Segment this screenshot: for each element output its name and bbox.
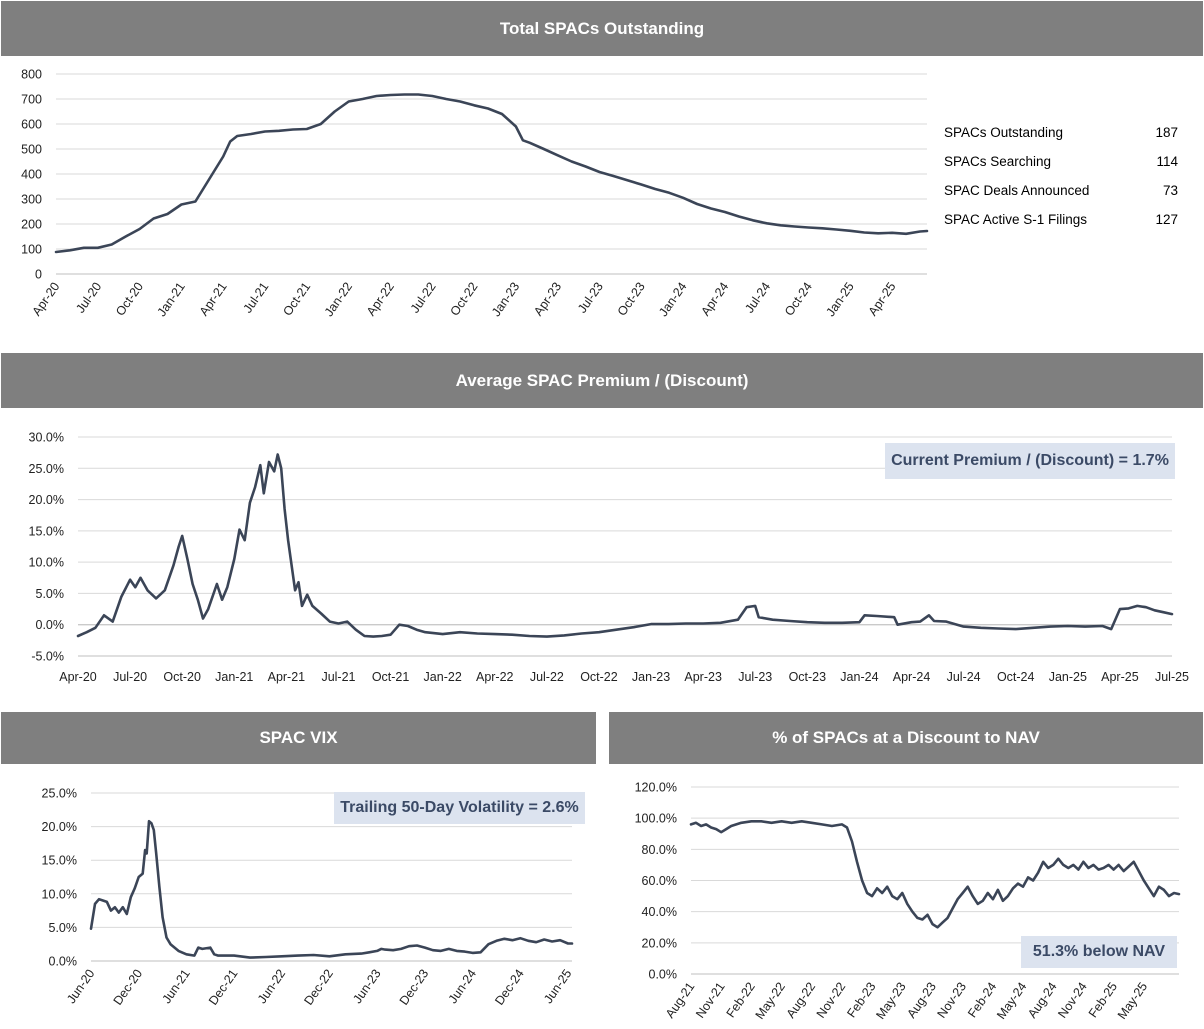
premium-header: Average SPAC Premium / (Discount) <box>1 353 1203 408</box>
x-tick-label: Jul-20 <box>113 670 147 684</box>
y-tick-label: 120.0% <box>635 781 677 795</box>
x-tick-label: Jul-24 <box>947 670 981 684</box>
x-tick-label: Apr-24 <box>893 670 931 684</box>
y-tick-label: 20.0% <box>42 820 77 834</box>
series-line <box>76 453 1174 638</box>
y-tick-label: 20.0% <box>29 493 64 507</box>
x-tick-label: Oct-24 <box>997 670 1035 684</box>
y-tick-label: 10.0% <box>42 887 77 901</box>
vix-callout: Trailing 50-Day Volatility = 2.6% <box>334 792 585 824</box>
discount-title: % of SPACs at a Discount to NAV <box>772 728 1040 747</box>
y-tick-label: 60.0% <box>642 874 677 888</box>
x-tick-label: Apr-25 <box>1101 670 1139 684</box>
x-tick-label: Oct-23 <box>789 670 827 684</box>
y-tick-label: 20.0% <box>642 936 677 950</box>
x-tick-label: Nov-24 <box>1055 980 1090 1021</box>
x-tick-label: Jul-23 <box>738 670 772 684</box>
x-tick-label: Aug-21 <box>663 980 698 1021</box>
y-tick-label: 40.0% <box>642 905 677 919</box>
x-tick-label: Apr-22 <box>476 670 514 684</box>
stat-row-filings: SPAC Active S-1 Filings 127 <box>944 205 1178 234</box>
x-tick-label: May-22 <box>753 980 788 1022</box>
y-tick-label: 500 <box>21 143 42 157</box>
stat-value: 127 <box>1155 212 1178 227</box>
premium-callout-text: Current Premium / (Discount) = 1.7% <box>891 452 1169 469</box>
stat-value: 73 <box>1162 183 1178 198</box>
y-tick-label: 400 <box>21 168 42 182</box>
x-tick-label: Oct-20 <box>163 670 201 684</box>
series-line <box>689 820 1181 929</box>
x-tick-label: Aug-23 <box>904 980 939 1021</box>
y-tick-label: 200 <box>21 218 42 232</box>
x-tick-label: Jan-22 <box>424 670 462 684</box>
y-tick-label: 15.0% <box>29 524 64 538</box>
x-tick-label: Nov-23 <box>935 980 970 1021</box>
y-tick-label: 0.0% <box>49 955 78 969</box>
stat-label: SPACs Outstanding <box>944 125 1064 140</box>
x-tick-label: Jan-23 <box>632 670 670 684</box>
x-tick-label: Apr-21 <box>268 670 306 684</box>
y-tick-label: 0 <box>35 268 42 282</box>
x-tick-label: Aug-22 <box>784 980 819 1021</box>
vix-header: SPAC VIX <box>1 712 596 764</box>
y-tick-label: 10.0% <box>29 556 64 570</box>
outstanding-header: Total SPACs Outstanding <box>1 1 1203 56</box>
discount-callout-text: 51.3% below NAV <box>1032 943 1166 960</box>
x-tick-label: May-25 <box>1115 980 1150 1022</box>
x-tick-label: Apr-20 <box>59 670 97 684</box>
stat-value: 187 <box>1155 125 1178 140</box>
y-tick-label: 100.0% <box>635 812 677 826</box>
y-tick-label: 700 <box>21 93 42 107</box>
y-tick-label: 5.0% <box>49 921 78 935</box>
y-tick-label: 100 <box>21 243 42 257</box>
x-tick-label: Aug-24 <box>1025 980 1060 1021</box>
x-tick-label: Apr-23 <box>684 670 722 684</box>
premium-callout: Current Premium / (Discount) = 1.7% <box>885 443 1175 479</box>
vix-callout-text: Trailing 50-Day Volatility = 2.6% <box>340 799 579 816</box>
x-tick-label: Jan-25 <box>1049 670 1087 684</box>
series-line <box>54 93 929 254</box>
x-tick-label: Jul-25 <box>1155 670 1189 684</box>
x-tick-label: Nov-21 <box>693 980 728 1021</box>
premium-title: Average SPAC Premium / (Discount) <box>455 370 749 390</box>
y-tick-label: 0.0% <box>649 968 678 982</box>
discount-header: % of SPACs at a Discount to NAV <box>609 712 1203 764</box>
stat-label: SPAC Deals Announced <box>944 183 1090 198</box>
series-line <box>89 819 574 959</box>
x-tick-label: Nov-22 <box>814 980 849 1021</box>
y-tick-label: 25.0% <box>42 787 77 801</box>
y-tick-label: 15.0% <box>42 854 77 868</box>
x-tick-label: Oct-22 <box>580 670 618 684</box>
outstanding-title: Total SPACs Outstanding <box>499 18 705 38</box>
stat-row-outstanding: SPACs Outstanding 187 <box>944 118 1178 147</box>
stat-value: 114 <box>1156 154 1178 169</box>
x-tick-label: May-24 <box>994 980 1029 1022</box>
y-tick-label: 0.0% <box>36 618 65 632</box>
x-tick-label: Jan-21 <box>215 670 253 684</box>
y-tick-label: 80.0% <box>642 843 677 857</box>
y-tick-label: 25.0% <box>29 462 64 476</box>
stats-table: SPACs Outstanding 187 SPACs Searching 11… <box>944 118 1178 234</box>
stat-row-searching: SPACs Searching 114 <box>944 147 1178 176</box>
stat-row-deals: SPAC Deals Announced 73 <box>944 176 1178 205</box>
stat-label: SPACs Searching <box>944 154 1052 169</box>
x-tick-label: Jul-21 <box>321 670 355 684</box>
y-tick-label: -5.0% <box>31 650 64 664</box>
x-tick-label: Jan-24 <box>840 670 878 684</box>
y-tick-label: 800 <box>21 68 42 82</box>
y-tick-label: 300 <box>21 193 42 207</box>
discount-callout: 51.3% below NAV <box>1021 936 1177 968</box>
x-tick-label: May-23 <box>873 980 908 1022</box>
stat-label: SPAC Active S-1 Filings <box>944 212 1088 227</box>
vix-title: SPAC VIX <box>259 728 338 747</box>
x-tick-label: Oct-21 <box>372 670 410 684</box>
y-tick-label: 5.0% <box>36 587 65 601</box>
y-tick-label: 600 <box>21 118 42 132</box>
y-tick-label: 30.0% <box>29 431 64 445</box>
x-tick-label: Jul-22 <box>530 670 564 684</box>
